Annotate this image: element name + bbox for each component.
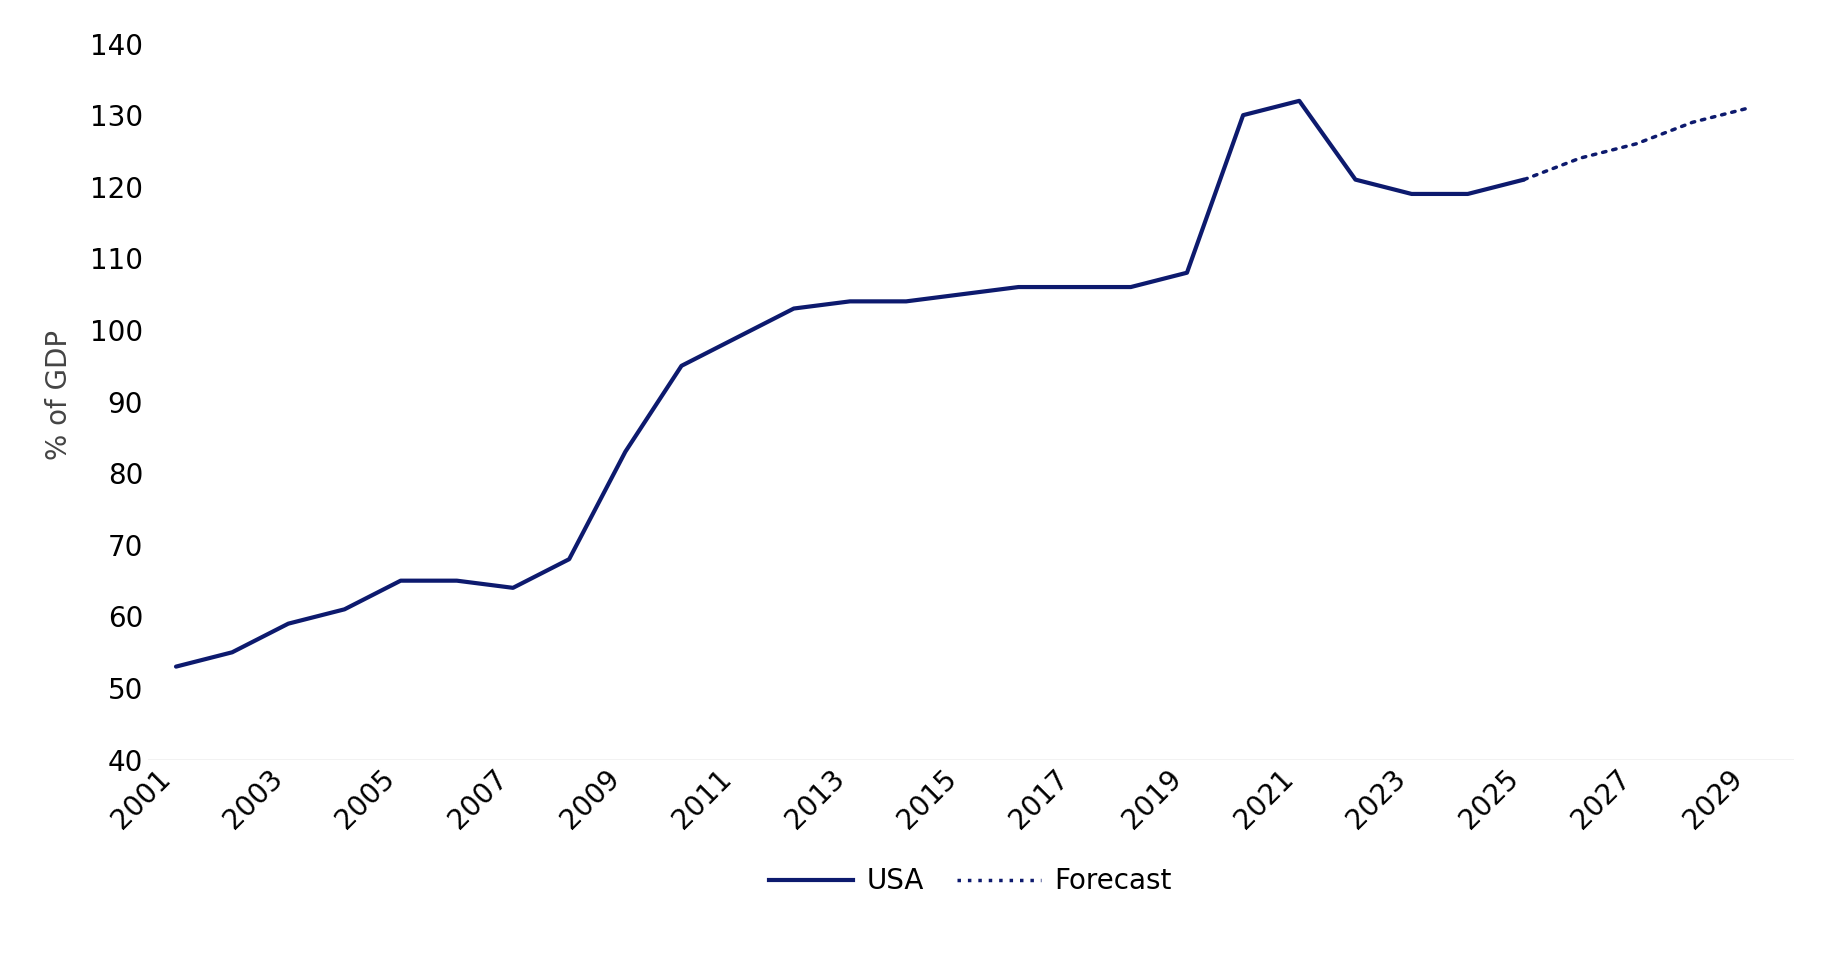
Legend: USA, Forecast: USA, Forecast	[758, 856, 1183, 907]
Y-axis label: % of GDP: % of GDP	[44, 329, 74, 460]
